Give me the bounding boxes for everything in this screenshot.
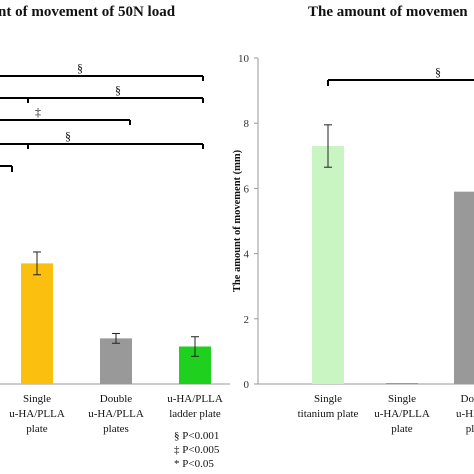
bar bbox=[100, 338, 132, 384]
category-label: Single bbox=[388, 393, 416, 405]
category-label: ladder plate bbox=[169, 408, 221, 420]
y-tick-label: 2 bbox=[244, 314, 250, 326]
significance-symbol: § bbox=[115, 83, 121, 97]
legend-entry: § P<0.001 bbox=[174, 430, 219, 442]
y-tick-label: 8 bbox=[244, 118, 250, 130]
right-chart: 0 2 4 6 8 10 The amount of movement (mm) Single… bbox=[232, 53, 474, 435]
category-label: plate bbox=[26, 423, 47, 435]
category-label: u-HA/PLLA bbox=[9, 408, 65, 420]
legend-entry: ‡ P<0.005 bbox=[174, 444, 220, 456]
significance-symbol: § bbox=[77, 61, 83, 75]
y-tick-label: 10 bbox=[238, 53, 250, 65]
category-label: pl bbox=[466, 423, 474, 435]
category-label: Dou bbox=[461, 393, 474, 405]
category-label: Single bbox=[23, 393, 51, 405]
y-axis-label: The amount of movement (mm) bbox=[232, 149, 243, 292]
y-tick-label: 0 bbox=[244, 379, 250, 391]
y-tick-label: 4 bbox=[244, 249, 250, 261]
significance-symbol: ‡ bbox=[35, 105, 41, 119]
left-chart-title: nt of movement of 50N load bbox=[0, 4, 176, 20]
significance-symbol: § bbox=[435, 65, 441, 79]
y-tick-label: 6 bbox=[244, 183, 250, 195]
category-label: plate bbox=[391, 423, 412, 435]
bar bbox=[312, 146, 344, 384]
category-label: u-HA/PLLA bbox=[167, 393, 223, 405]
category-label: plates bbox=[103, 423, 129, 435]
category-label: titanium plate bbox=[298, 408, 359, 420]
bar bbox=[386, 383, 418, 384]
significance-legend: § P<0.001 ‡ P<0.005 * P<0.05 bbox=[174, 430, 220, 470]
category-label: Double bbox=[100, 393, 133, 405]
left-chart: Single u-HA/PLLA plate Double u-HA/PLLA plate… bbox=[0, 61, 230, 435]
bar bbox=[21, 263, 53, 384]
bar bbox=[454, 191, 474, 384]
category-label: u-HA/PLLA bbox=[374, 408, 430, 420]
category-label: Single bbox=[314, 393, 342, 405]
category-label: u-HA/ bbox=[456, 408, 474, 420]
right-chart-title: The amount of movemen bbox=[308, 4, 468, 20]
significance-symbol: § bbox=[65, 129, 71, 143]
category-label: u-HA/PLLA bbox=[88, 408, 144, 420]
legend-entry: * P<0.05 bbox=[174, 458, 214, 470]
